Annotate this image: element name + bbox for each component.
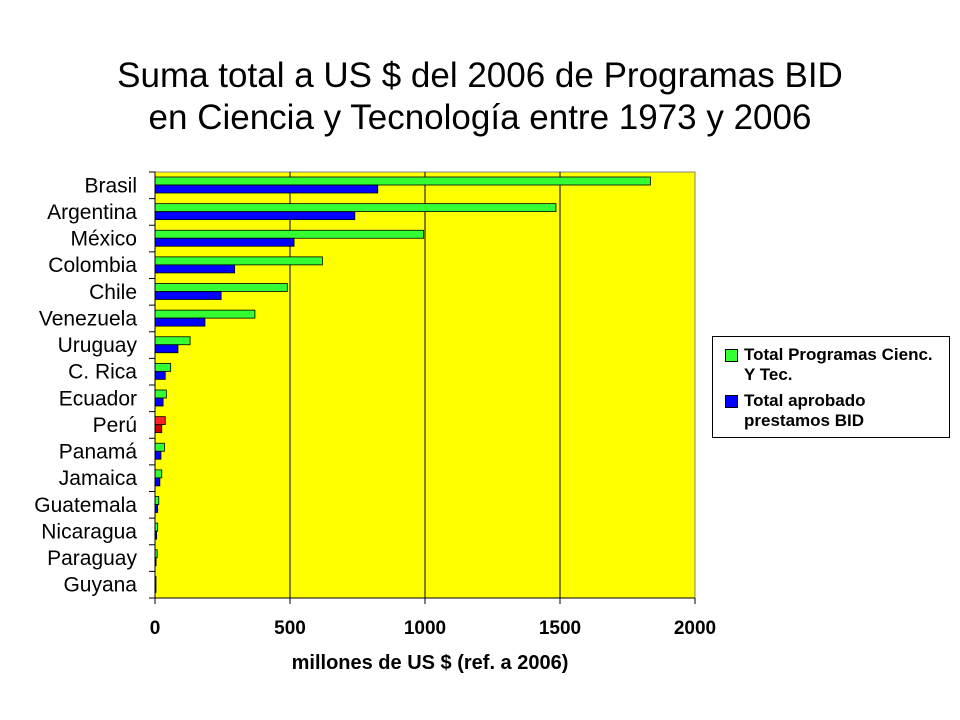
category-label-chile: Chile (89, 281, 137, 304)
bar-brasil-series-2 (154, 184, 379, 194)
legend: Total Programas Cienc. Y Tec. Total apro… (712, 336, 950, 438)
bar-peru-series-1 (154, 416, 166, 426)
legend-swatch-programas (725, 349, 738, 362)
legend-item-programas: Total Programas Cienc. Y Tec. (725, 345, 939, 385)
category-label-panama: Panamá (59, 441, 138, 464)
bar-mexico-series-1 (154, 229, 425, 239)
bar-colombia-series-1 (154, 256, 323, 266)
bar-venezuela-series-1 (154, 309, 256, 319)
category-label-guatemala: Guatemala (34, 494, 137, 517)
category-label-brasil: Brasil (84, 174, 137, 197)
chart-title: Suma total a US $ del 2006 de Programas … (0, 55, 960, 139)
category-label-colombia: Colombia (48, 254, 137, 277)
x-tick-label-2000: 2000 (674, 618, 716, 639)
bar-brasil-series-1 (154, 176, 651, 186)
category-label-venezuela: Venezuela (39, 307, 137, 330)
bar-panama-series-1 (154, 442, 165, 452)
legend-swatch-prestamos (725, 395, 738, 408)
bar-argentina-series-1 (154, 203, 557, 213)
bar-argentina-series-2 (154, 211, 356, 221)
category-label-peru: Perú (93, 414, 137, 437)
category-label-argentina: Argentina (47, 201, 137, 224)
chart-title-line-2: en Ciencia y Tecnología entre 1973 y 200… (148, 98, 812, 137)
bar-panama-series-2 (154, 450, 162, 460)
bar-peru-series-2 (154, 424, 163, 434)
bar-guatemala-series-1 (154, 496, 160, 505)
chart-title-line-1: Suma total a US $ del 2006 de Programas … (117, 56, 843, 95)
category-label-c-rica: C. Rica (68, 361, 137, 384)
bar-c-rica-series-2 (154, 370, 166, 380)
category-labels: Guyana Paraguay Nicaragua Guatemala Jamaica P… (34, 174, 137, 596)
bar-chile-series-2 (154, 291, 222, 300)
category-label-mexico: México (70, 228, 137, 251)
x-tick-label-500: 500 (274, 618, 306, 639)
bar-venezuela-series-2 (154, 317, 206, 327)
legend-item-prestamos: Total aprobado prestamos BID (725, 391, 939, 431)
bar-uruguay-series-2 (154, 344, 179, 354)
legend-label-programas: Total Programas Cienc. Y Tec. (744, 345, 933, 384)
x-tick-label-1000: 1000 (404, 618, 446, 639)
bar-jamaica-series-1 (154, 469, 163, 479)
bar-chile-series-1 (154, 283, 288, 292)
bars (154, 176, 651, 593)
bar-ecuador-series-1 (154, 389, 167, 399)
bar-c-rica-series-1 (154, 362, 172, 372)
bar-mexico-series-2 (154, 237, 295, 247)
category-label-guyana: Guyana (63, 574, 137, 597)
category-label-uruguay: Uruguay (58, 334, 138, 357)
x-tick-label-0: 0 (150, 618, 161, 639)
category-label-paraguay: Paraguay (47, 547, 137, 570)
category-label-nicaragua: Nicaragua (41, 520, 137, 543)
category-label-ecuador: Ecuador (59, 387, 137, 410)
legend-label-prestamos: Total aprobado prestamos BID (744, 391, 866, 430)
bar-jamaica-series-2 (154, 477, 161, 487)
x-tick-label-1500: 1500 (539, 618, 581, 639)
bar-colombia-series-2 (154, 264, 236, 274)
bar-uruguay-series-1 (154, 336, 191, 346)
category-label-jamaica: Jamaica (59, 467, 138, 490)
x-axis-title: millones de US $ (ref. a 2006) (292, 652, 569, 674)
axes (149, 171, 696, 604)
tick-labels: 0 500 1000 1500 2000 (150, 618, 716, 639)
bar-ecuador-series-2 (154, 397, 164, 407)
